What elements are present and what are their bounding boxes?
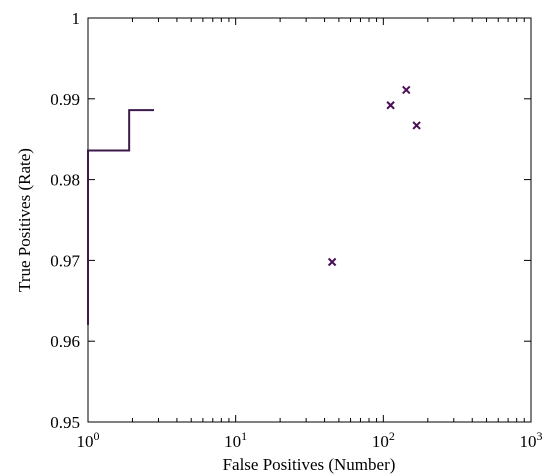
y-axis-label: True Positives (Rate) — [15, 148, 34, 292]
y-tick-label: 0.99 — [50, 90, 80, 109]
x-tick-label-base: 10 — [77, 432, 94, 451]
x-axis-label: False Positives (Number) — [223, 455, 396, 474]
scatter-point-0 — [327, 257, 337, 267]
x-tick-label-base: 10 — [520, 432, 537, 451]
x-tick-label-exponent: 1 — [241, 429, 247, 443]
y-tick-label: 0.97 — [50, 251, 80, 270]
scatter-point-2 — [402, 85, 411, 95]
x-marker-stroke — [402, 85, 411, 95]
x-tick-label-exponent: 3 — [537, 429, 543, 443]
x-marker-stroke — [412, 121, 421, 130]
x-tick-label: 103 — [520, 429, 543, 451]
y-tick-label: 0.98 — [50, 171, 80, 190]
x-tick-label-exponent: 2 — [389, 429, 395, 443]
y-tick-label: 1 — [72, 9, 81, 28]
x-tick-label-base: 10 — [372, 432, 389, 451]
x-tick-label: 100 — [77, 429, 100, 451]
plot-area-frame — [87, 17, 532, 423]
scatter-point-1 — [386, 101, 395, 110]
data-marks — [87, 85, 421, 326]
x-marker-stroke — [386, 101, 395, 110]
x-tick-label: 101 — [224, 429, 247, 451]
y-tick-label: 0.96 — [50, 332, 80, 351]
x-marker-stroke — [327, 257, 337, 267]
roc-step-line — [87, 109, 155, 326]
x-tick-label-exponent: 0 — [94, 429, 100, 443]
x-tick-label-base: 10 — [224, 432, 241, 451]
x-tick-label: 102 — [372, 429, 395, 451]
y-tick-label: 0.95 — [50, 413, 80, 432]
scatter-point-3 — [412, 121, 421, 130]
